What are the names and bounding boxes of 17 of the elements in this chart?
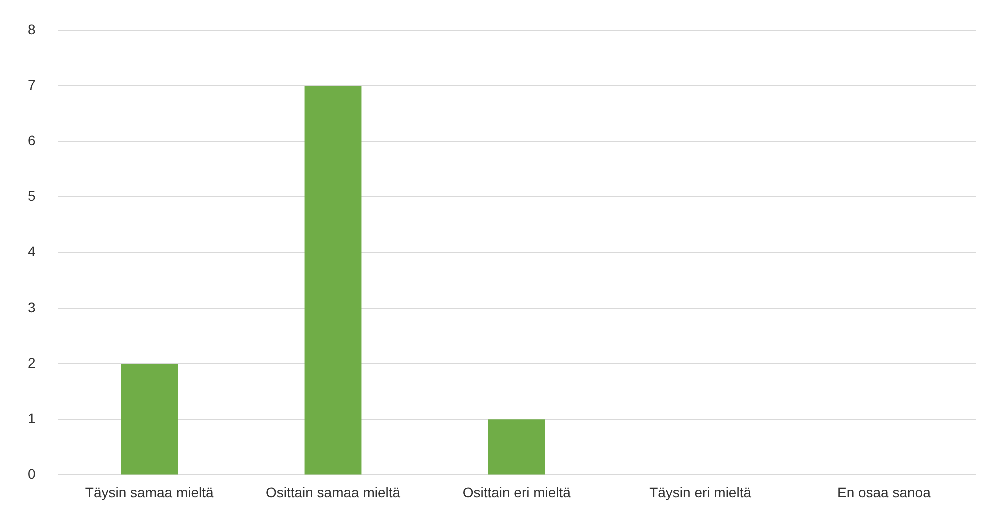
y-tick-label: 1	[28, 410, 36, 426]
y-tick-label: 0	[28, 466, 36, 482]
y-tick-label: 3	[28, 299, 36, 316]
y-tick-label: 2	[28, 354, 36, 371]
y-tick-label: 7	[28, 76, 36, 93]
x-tick-label: Täysin eri mieltä	[650, 484, 752, 500]
x-tick-label: Täysin samaa mieltä	[85, 484, 214, 500]
y-tick-label: 5	[28, 188, 36, 204]
bar	[488, 420, 546, 475]
x-tick-label: Osittain samaa mieltä	[266, 484, 401, 500]
x-tick-label: Osittain eri mieltä	[462, 484, 572, 500]
y-tick-label: 6	[28, 132, 36, 148]
x-tick-label: En osaa sanoa	[837, 484, 932, 500]
bar	[121, 364, 178, 475]
bar	[304, 86, 362, 475]
y-tick-label: 4	[28, 244, 36, 260]
y-tick-label: 8	[28, 21, 36, 38]
